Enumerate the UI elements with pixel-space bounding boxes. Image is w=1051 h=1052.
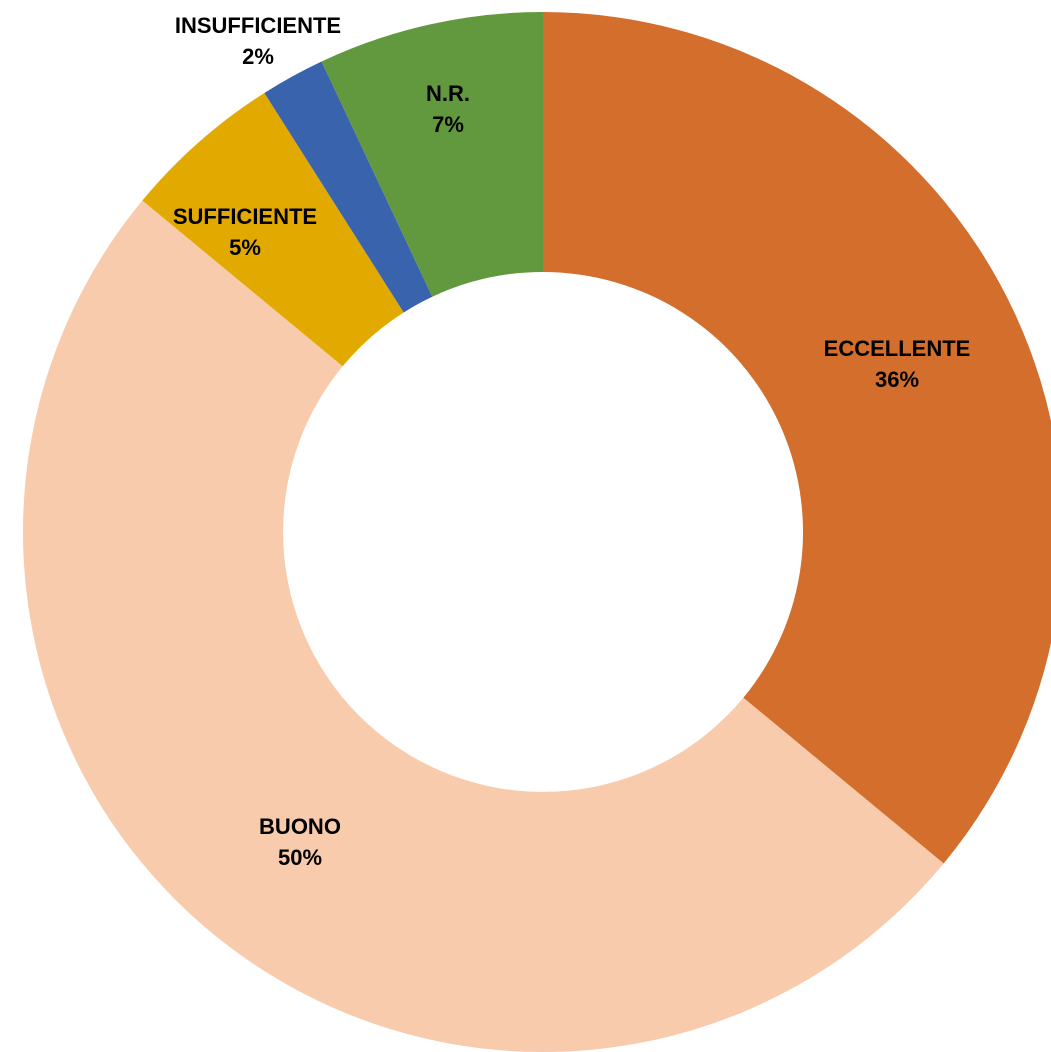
slice (142, 92, 404, 367)
slice-value-label: 36% (875, 367, 919, 392)
slice-value-label: 7% (432, 112, 464, 137)
slice (321, 12, 543, 297)
slice (264, 61, 433, 313)
slice-label: N.R. (426, 81, 470, 106)
slice-value-label: 5% (229, 235, 261, 260)
slice-value-label: 2% (242, 44, 274, 69)
slice-label: BUONO (259, 814, 341, 839)
slice-label: SUFFICIENTE (173, 204, 317, 229)
slice-label: ECCELLENTE (824, 336, 971, 361)
slice (22, 200, 944, 1052)
slice-value-label: 50% (278, 845, 322, 870)
slice (543, 12, 1051, 864)
slice-label: INSUFFICIENTE (175, 13, 341, 38)
